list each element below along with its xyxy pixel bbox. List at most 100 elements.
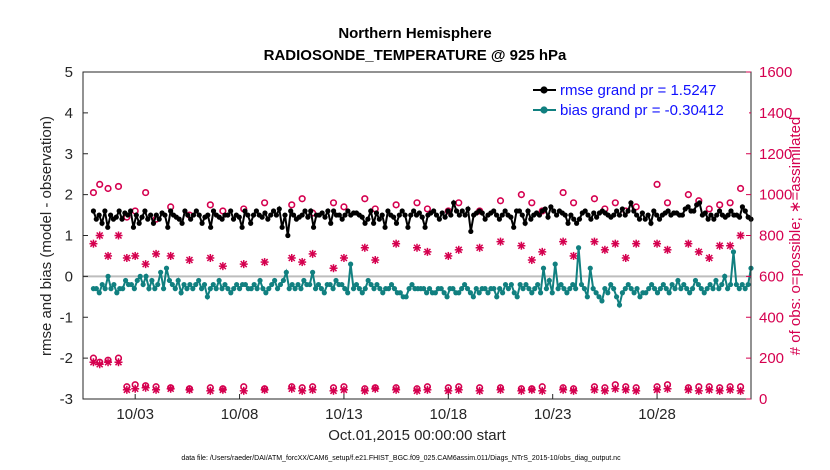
bias-point: [327, 281, 333, 288]
rmse-point: [288, 208, 294, 214]
obs-assimilated-marker: [298, 386, 307, 395]
bias-point: [310, 269, 316, 275]
obs-assimilated-stroke: [206, 387, 214, 395]
obs-assimilated-marker: [632, 386, 641, 395]
obs-assimilated-stroke: [167, 252, 175, 260]
obs-assimilated-stroke: [261, 258, 269, 266]
obs-assimilated-marker: [329, 386, 338, 395]
bias-point: [467, 290, 474, 296]
right-axis: 0 200 400 600 800 1000 1200 1400 1600: [746, 64, 792, 408]
bias-point: [175, 277, 181, 284]
bias-point: [155, 281, 161, 288]
obs-assimilated-stroke: [695, 248, 703, 256]
obs-assimilated-marker: [239, 260, 248, 269]
bias-point: [380, 290, 386, 296]
rmse-point: [376, 216, 382, 222]
footnote: data file: /Users/raeder/DAI/ATM_forcXX/…: [181, 455, 621, 462]
bias-point: [315, 281, 322, 288]
bias-point: [298, 286, 304, 292]
rmse-point: [611, 212, 617, 218]
rmse-point: [396, 212, 402, 218]
obs-assimilated-stroke: [288, 385, 296, 393]
bias-point: [266, 286, 272, 292]
obs-assimilated-stroke: [444, 387, 452, 395]
bias-point: [485, 290, 491, 296]
rmse-point: [739, 204, 746, 210]
y2-tick-label: 1400: [759, 105, 792, 122]
bias-point: [473, 286, 479, 292]
bias-point: [114, 290, 120, 296]
rmse-point: [105, 224, 111, 230]
obs-assimilated-marker: [475, 243, 484, 252]
obs-assimilated-stroke: [329, 264, 338, 272]
rmse-point: [728, 208, 734, 214]
obs-assimilated-marker: [475, 386, 484, 395]
rmse-point: [451, 200, 457, 206]
bias-point: [93, 286, 99, 292]
obs-assimilated-marker: [185, 385, 194, 394]
bias-point: [421, 286, 427, 292]
bias-point: [476, 290, 482, 296]
bias-point: [321, 290, 327, 296]
rmse-point: [179, 220, 185, 226]
rmse-point: [639, 210, 645, 216]
bias-point: [426, 286, 433, 292]
rmse-point: [511, 224, 517, 230]
rmse-point: [399, 208, 405, 214]
rmse-point: [594, 214, 600, 220]
bias-point: [143, 273, 149, 279]
legend-box: [527, 76, 749, 122]
obs-assimilated-stroke: [528, 256, 536, 264]
rmse-point: [228, 208, 234, 214]
obs-assimilated-marker: [559, 385, 568, 394]
y-tick-label: -1: [60, 309, 73, 326]
obs-assimilated-marker: [600, 386, 609, 395]
rmse-point: [648, 220, 654, 226]
rmse-point: [402, 212, 408, 218]
rmse-point: [742, 208, 748, 214]
y2-tick-label: 1200: [759, 146, 792, 163]
rmse-point: [230, 216, 237, 222]
obs-assimilated-marker: [308, 249, 317, 258]
obs-assimilated-stroke: [705, 254, 713, 262]
bias-point: [102, 286, 108, 292]
obs-assimilated-stroke: [361, 387, 369, 395]
rmse-point: [708, 212, 714, 218]
rmse-point: [156, 216, 162, 222]
obs-assimilated-stroke: [392, 240, 400, 248]
rmse-point: [282, 212, 288, 218]
obs-possible-marker: [104, 184, 112, 193]
rmse-point: [150, 220, 157, 226]
obs-assimilated-marker: [89, 239, 98, 248]
obs-possible-marker: [261, 199, 269, 207]
bias-point: [356, 286, 362, 292]
rmse-point: [185, 212, 191, 218]
obs-possible-marker: [653, 180, 661, 189]
bias-point: [692, 277, 699, 284]
bias-point: [201, 281, 208, 288]
obs-assimilated-stroke: [663, 246, 672, 254]
obs-assimilated-marker: [726, 385, 735, 394]
rmse-point: [190, 212, 197, 218]
rmse-point: [631, 208, 637, 214]
obs-assimilated-marker: [569, 386, 578, 395]
bias-point: [251, 281, 257, 288]
bias-point: [166, 277, 173, 284]
obs-assimilated-marker: [444, 251, 453, 260]
rmse-point: [305, 214, 311, 220]
obs-assimilated-stroke: [423, 386, 431, 394]
obs-assimilated-stroke: [716, 387, 724, 395]
bias-point: [181, 281, 187, 288]
obs-assimilated-stroke: [695, 387, 703, 395]
bias-point: [689, 286, 696, 292]
bias-point: [529, 290, 535, 296]
obs-assimilated-marker: [611, 384, 620, 393]
rmse-point: [422, 224, 428, 230]
obs-assimilated-marker: [218, 262, 227, 271]
bias-point: [497, 286, 503, 292]
bias-point: [219, 286, 225, 292]
bias-point: [520, 286, 526, 292]
bias-point: [204, 294, 211, 300]
obs-assimilated-stroke: [601, 387, 609, 395]
